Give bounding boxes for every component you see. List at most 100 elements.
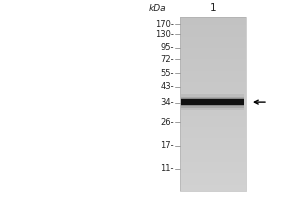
Bar [180,87,246,88]
Bar [182,94,244,110]
Bar [180,108,246,109]
Bar [180,99,246,100]
Bar [180,179,246,180]
Bar [180,134,246,135]
Bar [180,139,246,140]
Text: 72-: 72- [160,55,174,64]
Bar [180,146,246,147]
Bar [180,153,246,154]
Bar [180,74,246,75]
Bar [180,114,246,115]
Bar [180,24,246,25]
Bar [180,163,246,164]
Bar [180,64,246,65]
Bar [180,76,246,77]
Bar [180,97,246,98]
Bar [180,39,246,40]
Bar [180,43,246,44]
Bar [180,17,246,191]
Bar [182,99,244,105]
Bar [180,173,246,174]
Bar [180,128,246,129]
Bar [180,70,246,71]
Bar [180,65,246,66]
Bar [180,160,246,161]
Bar [180,120,246,121]
Text: 11-: 11- [160,164,174,173]
Bar [180,36,246,37]
Text: 1: 1 [209,3,216,13]
Bar [180,44,246,45]
Bar [180,168,246,169]
Bar [180,176,246,177]
Text: 95-: 95- [160,43,174,52]
Bar [180,118,246,119]
Bar [180,88,246,89]
Bar [180,157,246,158]
Bar [180,127,246,128]
Bar [180,125,246,126]
Text: kDa: kDa [149,4,167,13]
Bar [180,158,246,159]
Text: 17-: 17- [160,141,174,150]
Bar [180,77,246,78]
Bar [180,151,246,152]
Bar [180,161,246,162]
Bar [180,30,246,31]
Bar [180,40,246,41]
Bar [180,42,246,43]
Bar [180,121,246,122]
Bar [180,152,246,153]
Bar [180,109,246,110]
Bar [180,35,246,36]
Bar [180,150,246,151]
Bar [180,58,246,59]
Bar [180,159,246,160]
Bar [180,32,246,33]
Bar [180,117,246,118]
Bar [180,147,246,148]
Bar [180,171,246,172]
Bar [180,190,246,191]
Text: 55-: 55- [160,69,174,78]
Bar [180,86,246,87]
Bar [182,98,244,106]
Bar [180,164,246,165]
Bar [180,96,246,97]
Bar [180,53,246,54]
Bar [180,116,246,117]
Text: 170-: 170- [155,20,174,29]
Bar [180,165,246,166]
Bar [180,22,246,23]
Bar [180,143,246,144]
Bar [180,183,246,184]
Bar [180,104,246,105]
Bar [180,185,246,186]
Bar [180,60,246,61]
Bar [180,126,246,127]
Bar [180,137,246,138]
Bar [180,111,246,112]
Bar [180,25,246,26]
Bar [180,54,246,55]
Text: 34-: 34- [160,98,174,107]
Bar [180,162,246,163]
Bar [180,78,246,79]
Bar [180,29,246,30]
Bar [180,61,246,62]
Bar [180,75,246,76]
Bar [180,131,246,132]
Bar [180,141,246,142]
Bar [180,68,246,69]
Bar [180,38,246,39]
Bar [180,188,246,189]
Bar [180,154,246,155]
Bar [180,144,246,145]
Bar [180,18,246,19]
Bar [180,186,246,187]
Bar [180,184,246,185]
Bar [180,63,246,64]
Bar [180,49,246,50]
Bar [180,17,246,18]
Bar [180,51,246,52]
